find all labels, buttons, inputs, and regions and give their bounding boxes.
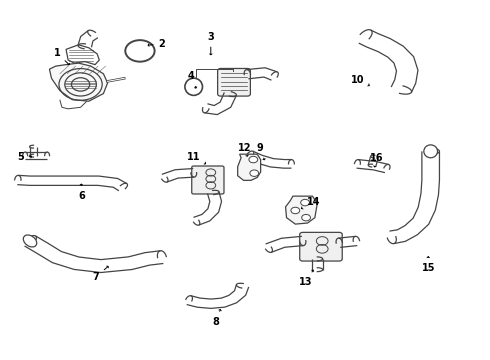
Text: 1: 1 [53, 48, 70, 65]
Polygon shape [312, 259, 323, 270]
Text: 8: 8 [212, 310, 221, 327]
Text: 14: 14 [301, 197, 320, 209]
FancyBboxPatch shape [300, 232, 342, 261]
Text: 13: 13 [299, 270, 314, 287]
Text: 16: 16 [370, 153, 384, 167]
Polygon shape [390, 151, 440, 244]
Text: 10: 10 [351, 75, 369, 86]
Polygon shape [162, 168, 194, 182]
Text: 4: 4 [188, 71, 196, 88]
Text: 12: 12 [238, 143, 252, 156]
Polygon shape [266, 236, 303, 252]
Polygon shape [29, 147, 37, 156]
Polygon shape [204, 93, 236, 114]
Circle shape [291, 207, 300, 214]
FancyBboxPatch shape [218, 68, 250, 96]
Circle shape [249, 156, 258, 163]
Circle shape [302, 215, 311, 221]
Text: 6: 6 [78, 184, 85, 201]
Polygon shape [238, 154, 261, 180]
Text: 15: 15 [421, 257, 435, 273]
Ellipse shape [424, 145, 438, 158]
Polygon shape [187, 285, 249, 309]
Polygon shape [359, 30, 418, 92]
Circle shape [131, 44, 149, 57]
Polygon shape [25, 152, 47, 159]
FancyBboxPatch shape [192, 166, 224, 194]
Polygon shape [24, 236, 163, 273]
Polygon shape [17, 175, 127, 191]
Polygon shape [49, 63, 108, 101]
Polygon shape [357, 159, 389, 173]
Text: 7: 7 [93, 266, 108, 282]
Polygon shape [286, 196, 318, 224]
Text: 2: 2 [148, 39, 165, 49]
Circle shape [301, 199, 310, 206]
Polygon shape [246, 68, 277, 80]
Polygon shape [194, 192, 221, 225]
Text: 9: 9 [256, 143, 265, 160]
Text: 3: 3 [207, 32, 214, 55]
Circle shape [250, 170, 259, 176]
Polygon shape [247, 151, 292, 168]
Polygon shape [368, 156, 378, 166]
Ellipse shape [24, 235, 37, 247]
Polygon shape [339, 237, 357, 247]
Text: 5: 5 [17, 152, 31, 162]
Text: 11: 11 [187, 152, 206, 164]
Polygon shape [78, 31, 98, 47]
